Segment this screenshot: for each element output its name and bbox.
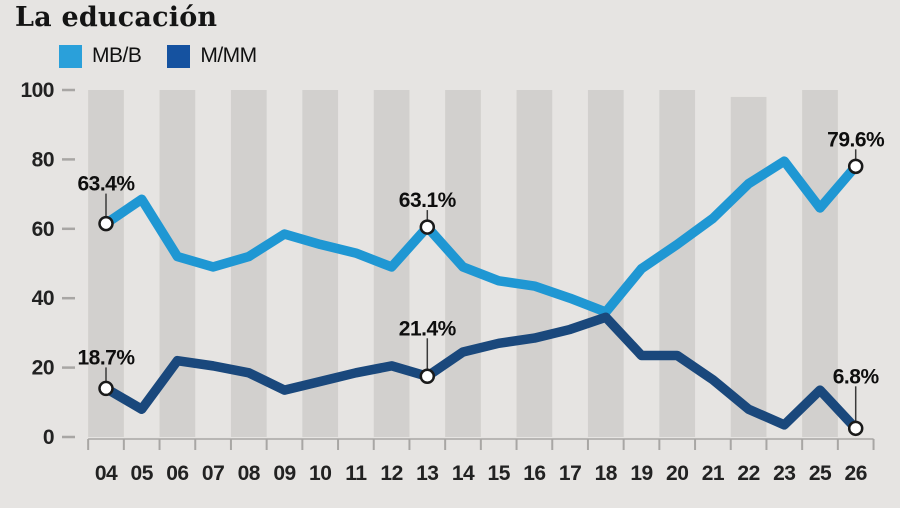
x-axis-label-14: 14 [452, 462, 475, 485]
x-axis-label-11: 11 [345, 462, 367, 485]
series-line-mmm [101, 312, 861, 434]
x-axis-label-26: 26 [845, 462, 867, 485]
y-axis-label-0: 0 [43, 426, 54, 449]
x-axis-label-12: 12 [380, 462, 402, 485]
annotation-label: 6.8% [833, 365, 880, 388]
x-axis-label-23: 23 [773, 462, 795, 485]
y-axis-label-60: 60 [32, 218, 54, 241]
background-band-16 [516, 90, 553, 437]
y-axis-label-80: 80 [32, 148, 54, 171]
background-band-20 [659, 90, 696, 437]
data-point-marker [847, 420, 864, 437]
background-band-22 [730, 96, 767, 437]
x-axis-label-20: 20 [666, 462, 688, 485]
data-point-marker [98, 380, 114, 397]
annotation-label: 21.4% [399, 317, 457, 340]
x-axis-label-15: 15 [488, 462, 511, 485]
x-axis-label-18: 18 [595, 462, 618, 485]
x-axis-label-09: 09 [273, 462, 295, 485]
data-point-marker [419, 219, 436, 235]
chart-title: La educación [15, 2, 218, 33]
background-band-18 [587, 90, 624, 437]
x-axis-label-07: 07 [202, 462, 224, 485]
legend-swatch-mbb [59, 44, 82, 68]
x-axis-label-04: 04 [95, 462, 118, 485]
legend: MB/B M/MM [59, 44, 283, 68]
x-axis-label-19: 19 [630, 462, 652, 485]
x-axis-label-21: 21 [702, 462, 725, 485]
x-axis-label-25: 25 [809, 462, 832, 485]
x-axis-label-05: 05 [131, 462, 154, 485]
data-point-marker [419, 368, 436, 385]
data-point-marker [98, 215, 114, 232]
x-axis-label-10: 10 [309, 462, 331, 485]
x-axis-label-08: 08 [238, 462, 261, 485]
background-band-25 [802, 90, 838, 437]
series-line-mbb [101, 156, 861, 317]
legend-label-mmm: M/MM [200, 44, 257, 67]
y-axis-label-100: 100 [20, 79, 54, 102]
x-axis-label-22: 22 [737, 462, 759, 485]
x-axis-label-17: 17 [559, 462, 581, 485]
x-axis-label-16: 16 [523, 462, 545, 485]
legend-item-mmm: M/MM [167, 44, 257, 68]
annotation-label: 63.1% [399, 189, 457, 212]
annotation-label: 18.7% [77, 346, 135, 369]
annotation-label: 79.6% [827, 128, 885, 151]
legend-swatch-mmm [167, 44, 191, 68]
y-axis-label-20: 20 [32, 357, 54, 380]
annotation-label: 63.4% [77, 173, 135, 196]
y-axis-label-40: 40 [32, 287, 54, 310]
legend-label-mbb: MB/B [92, 44, 142, 67]
x-axis-label-06: 06 [166, 462, 188, 485]
data-point-marker [847, 158, 864, 175]
x-axis-label-13: 13 [416, 462, 438, 485]
legend-item-mbb: MB/B [59, 44, 142, 68]
